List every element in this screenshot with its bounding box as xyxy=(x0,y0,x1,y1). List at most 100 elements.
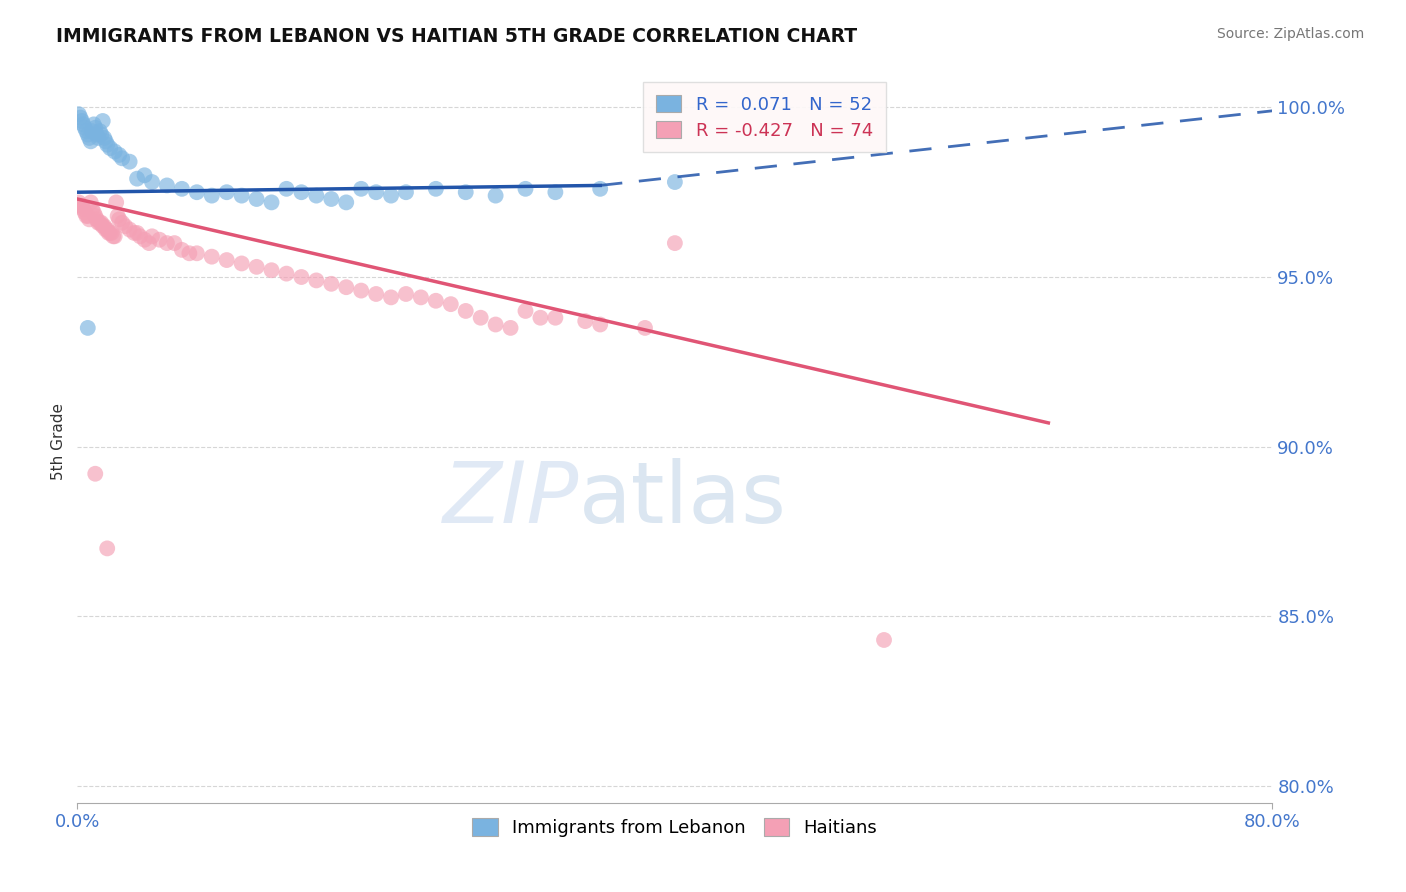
Point xyxy=(148,233,170,247)
Point xyxy=(111,216,134,230)
Point xyxy=(440,297,463,311)
Point xyxy=(75,209,97,223)
Point xyxy=(84,120,107,135)
Text: IMMIGRANTS FROM LEBANON VS HAITIAN 5TH GRADE CORRELATION CHART: IMMIGRANTS FROM LEBANON VS HAITIAN 5TH G… xyxy=(56,27,858,45)
Point xyxy=(366,185,388,199)
Point xyxy=(321,277,343,291)
Point xyxy=(138,236,160,251)
Point xyxy=(589,182,612,196)
Point xyxy=(114,219,136,234)
Point xyxy=(260,263,283,277)
Point xyxy=(90,216,112,230)
Point xyxy=(89,216,111,230)
Text: atlas: atlas xyxy=(579,458,787,541)
Point xyxy=(127,171,149,186)
Point xyxy=(86,212,108,227)
Point xyxy=(79,212,101,227)
Point xyxy=(231,188,253,202)
Point xyxy=(97,226,120,240)
Point xyxy=(454,185,477,199)
Point xyxy=(215,253,238,268)
Point xyxy=(515,304,537,318)
Point xyxy=(75,124,97,138)
Point xyxy=(454,304,477,318)
Point xyxy=(107,209,129,223)
Point xyxy=(73,205,96,219)
Point xyxy=(76,209,98,223)
Point xyxy=(111,151,134,165)
Point xyxy=(276,182,298,196)
Point xyxy=(215,185,238,199)
Point xyxy=(260,195,283,210)
Point xyxy=(67,107,90,121)
Text: Source: ZipAtlas.com: Source: ZipAtlas.com xyxy=(1216,27,1364,41)
Point xyxy=(201,250,224,264)
Point xyxy=(84,467,107,481)
Point xyxy=(290,270,312,285)
Point xyxy=(127,226,149,240)
Point xyxy=(664,175,686,189)
Point xyxy=(470,310,492,325)
Point xyxy=(87,131,110,145)
Point xyxy=(335,280,357,294)
Point xyxy=(94,134,117,148)
Point xyxy=(290,185,312,199)
Point xyxy=(134,233,156,247)
Point xyxy=(70,199,93,213)
Point xyxy=(103,229,124,244)
Point xyxy=(96,541,118,556)
Point xyxy=(91,219,114,234)
Point xyxy=(589,318,612,332)
Point xyxy=(83,205,105,219)
Point xyxy=(72,117,94,131)
Point xyxy=(108,148,131,162)
Point xyxy=(321,192,343,206)
Point xyxy=(122,226,145,240)
Point xyxy=(409,290,432,304)
Legend: Immigrants from Lebanon, Haitians: Immigrants from Lebanon, Haitians xyxy=(465,811,884,845)
Point xyxy=(380,188,402,202)
Point xyxy=(366,287,388,301)
Point xyxy=(515,182,537,196)
Point xyxy=(90,128,112,142)
Point xyxy=(350,284,373,298)
Point xyxy=(163,236,186,251)
Point xyxy=(69,199,91,213)
Point xyxy=(529,310,551,325)
Point xyxy=(96,222,118,236)
Point xyxy=(69,111,91,125)
Point xyxy=(395,287,418,301)
Point xyxy=(118,154,141,169)
Point xyxy=(170,182,193,196)
Point xyxy=(425,293,447,308)
Point xyxy=(108,212,131,227)
Point xyxy=(634,321,657,335)
Point xyxy=(82,202,104,217)
Point xyxy=(664,236,686,251)
Point xyxy=(276,267,298,281)
Point xyxy=(544,185,567,199)
Point xyxy=(141,175,163,189)
Point xyxy=(98,141,121,155)
Point xyxy=(395,185,418,199)
Y-axis label: 5th Grade: 5th Grade xyxy=(51,403,66,480)
Point xyxy=(104,145,127,159)
Point xyxy=(380,290,402,304)
Point xyxy=(93,131,115,145)
Point xyxy=(83,117,105,131)
Point xyxy=(96,137,118,152)
Point xyxy=(91,114,114,128)
Point xyxy=(82,124,104,138)
Point xyxy=(105,195,128,210)
Point xyxy=(70,114,93,128)
Point xyxy=(305,188,328,202)
Point xyxy=(104,229,127,244)
Point xyxy=(93,219,115,234)
Point xyxy=(100,226,122,240)
Point xyxy=(179,246,201,260)
Point xyxy=(76,128,98,142)
Point xyxy=(118,222,141,236)
Point xyxy=(485,318,508,332)
Point xyxy=(94,222,117,236)
Point xyxy=(129,229,152,244)
